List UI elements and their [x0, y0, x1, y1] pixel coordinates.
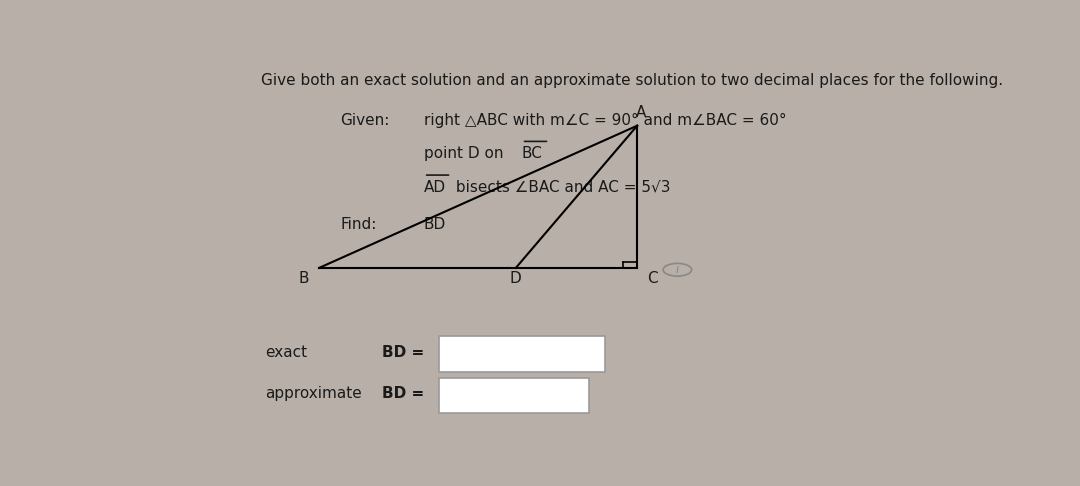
FancyBboxPatch shape: [438, 336, 606, 371]
Text: A: A: [636, 105, 647, 120]
Text: BC: BC: [522, 146, 542, 161]
Text: right △ABC with m∠C = 90° and m∠BAC = 60°: right △ABC with m∠C = 90° and m∠BAC = 60…: [423, 113, 786, 128]
Text: Given:: Given:: [340, 113, 390, 128]
Text: bisects ∠BAC and AC = 5√3: bisects ∠BAC and AC = 5√3: [451, 180, 671, 195]
Bar: [135, 58, 253, 433]
Text: exact: exact: [265, 345, 307, 360]
Text: B: B: [299, 271, 309, 286]
Text: approximate: approximate: [265, 386, 362, 401]
Text: AD: AD: [423, 180, 446, 195]
FancyBboxPatch shape: [438, 378, 589, 413]
Text: D: D: [510, 271, 522, 286]
Text: C: C: [647, 271, 658, 286]
Text: point D on: point D on: [423, 146, 509, 161]
Text: BD: BD: [423, 217, 446, 232]
Text: BD =: BD =: [382, 345, 424, 360]
Text: BD =: BD =: [382, 386, 424, 401]
Text: i: i: [676, 263, 679, 276]
Text: Find:: Find:: [340, 217, 377, 232]
Text: Give both an exact solution and an approximate solution to two decimal places fo: Give both an exact solution and an appro…: [260, 73, 1002, 88]
